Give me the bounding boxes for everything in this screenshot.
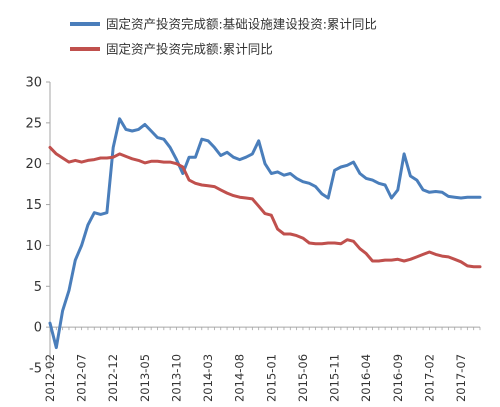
- x-tick-label: 2016-09: [391, 354, 405, 402]
- legend-label-total: 固定资产投资完成额:累计同比: [106, 42, 273, 57]
- x-tick-label: 2013-10: [169, 354, 183, 402]
- legend: 固定资产投资完成额:基础设施建设投资:累计同比 固定资产投资完成额:累计同比: [70, 17, 377, 57]
- x-tick-label: 2012-12: [106, 354, 120, 402]
- x-tick-label: 2017-02: [422, 354, 436, 402]
- y-axis: -5 0 5 10 15 20 25 30: [25, 76, 51, 377]
- y-tick-label: 0: [34, 321, 42, 336]
- x-tick-label: 2012-02: [43, 354, 57, 402]
- y-tick-label: -5: [29, 362, 42, 377]
- y-tick-label: 30: [25, 76, 42, 91]
- x-tick-label: 2013-05: [138, 354, 152, 402]
- x-tick-label: 2015-01: [264, 354, 278, 402]
- series-line-total: [48, 145, 482, 269]
- y-tick-label: 25: [25, 116, 42, 131]
- x-tick-label: 2014-08: [233, 354, 247, 402]
- y-tick-label: 15: [25, 198, 42, 213]
- x-tick-label: 2016-04: [359, 354, 373, 402]
- x-axis: 2012-02 2012-07 2012-12 2013-05 2013-10 2014-…: [43, 326, 481, 402]
- y-tick-label: 10: [25, 239, 42, 254]
- y-tick-label: 20: [25, 157, 42, 172]
- series-line-infrastructure: [48, 117, 482, 350]
- legend-label-infrastructure: 固定资产投资完成额:基础设施建设投资:累计同比: [106, 17, 377, 32]
- x-tick-label: 2015-06: [296, 354, 310, 402]
- y-tick-label: 5: [34, 280, 42, 295]
- x-tick-label: 2012-07: [75, 354, 89, 402]
- x-tick-label: 2015-11: [328, 354, 342, 402]
- x-tick-label: 2014-03: [201, 354, 215, 402]
- series-layer: [48, 117, 482, 350]
- x-tick-label: 2017-07: [454, 354, 468, 402]
